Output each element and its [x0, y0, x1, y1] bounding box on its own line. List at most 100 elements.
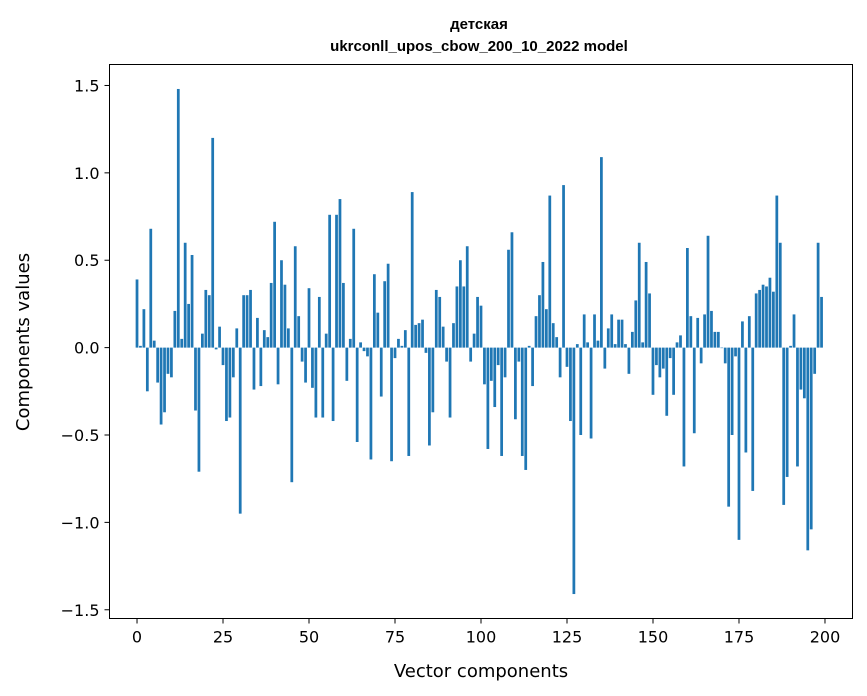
bar-155	[668, 347, 672, 359]
bar-112	[520, 347, 524, 456]
bar-82	[417, 323, 421, 348]
bar-156	[672, 347, 675, 395]
bar-116	[534, 316, 538, 348]
bar-161	[689, 316, 693, 348]
bar-114	[527, 345, 531, 348]
bar-23	[214, 347, 218, 350]
bar-46	[293, 246, 297, 348]
bar-176	[741, 321, 744, 348]
bar-43	[283, 284, 287, 348]
bar-152	[658, 347, 662, 378]
bar-70	[376, 312, 380, 348]
y-tick-label: 1.0	[74, 164, 99, 183]
bar-95	[462, 286, 466, 348]
bar-188	[782, 347, 786, 505]
bar-190	[789, 345, 792, 348]
bar-36	[259, 347, 263, 387]
x-axis-label: Vector components	[394, 661, 568, 682]
bar-79	[407, 347, 411, 456]
bar-164	[699, 347, 703, 364]
bar-178	[747, 316, 751, 348]
bar-106	[500, 347, 504, 456]
bar-53	[317, 296, 321, 348]
bar-98	[472, 333, 476, 348]
bar-40	[273, 221, 276, 348]
bar-171	[723, 347, 727, 364]
bar-68	[369, 347, 373, 460]
bar-26	[225, 347, 228, 422]
bar-71	[379, 347, 383, 397]
y-axis-ticks: −1.5 −1.0 −0.5 0.0 0.5 1.0 1.5	[61, 76, 110, 620]
bar-189	[785, 347, 789, 477]
bar-38	[266, 337, 270, 348]
bar-185	[772, 291, 775, 348]
bar-187	[778, 242, 782, 348]
bar-4	[149, 228, 153, 348]
bar-20	[204, 289, 208, 348]
y-tick-label: 0.0	[74, 339, 99, 358]
bar-16	[190, 254, 194, 348]
bar-77	[400, 345, 404, 348]
bar-96	[465, 246, 469, 348]
x-axis-ticks: 0 25 50 75 100 125 150 175 200	[132, 618, 840, 647]
bar-76	[397, 338, 400, 348]
bar-66	[362, 347, 366, 352]
bar-84	[424, 347, 428, 353]
bar-146	[637, 242, 641, 348]
bar-56	[328, 214, 332, 348]
bar-14	[183, 242, 187, 348]
bar-75	[393, 347, 397, 359]
bar-165	[703, 314, 706, 348]
bar-121	[551, 323, 555, 348]
bar-45	[290, 347, 294, 483]
bar-27	[228, 347, 232, 418]
bar-92	[452, 323, 455, 348]
bar-100	[479, 305, 483, 348]
bar-89	[441, 326, 445, 348]
bar-64	[355, 347, 359, 442]
bar-47	[297, 316, 301, 348]
bar-148	[644, 261, 648, 348]
bar-150	[651, 347, 655, 395]
bar-61	[345, 347, 349, 381]
bar-57	[331, 347, 335, 422]
bar-81	[414, 324, 418, 348]
bar-175	[737, 347, 741, 540]
bar-131	[586, 342, 590, 348]
bar-41	[276, 347, 280, 385]
bar-142	[624, 344, 627, 348]
bar-44	[286, 328, 290, 348]
bar-135	[600, 157, 603, 348]
bar-127	[572, 347, 576, 595]
bar-83	[421, 319, 424, 348]
bar-118	[541, 261, 545, 348]
bar-198	[816, 242, 820, 348]
bar-33	[249, 289, 252, 348]
bar-10	[170, 347, 173, 378]
bar-120	[548, 195, 552, 348]
bar-80	[410, 192, 414, 348]
chart-title-line-2: ukrconll_upos_cbow_200_10_2022 model	[330, 38, 628, 55]
bar-3	[145, 347, 149, 392]
bar-119	[544, 309, 548, 348]
x-tick-label: 175	[724, 628, 755, 647]
bar-37	[262, 330, 266, 348]
bar-193	[799, 347, 803, 390]
bar-69	[372, 274, 376, 348]
x-tick-label: 100	[466, 628, 497, 647]
bar-2	[142, 309, 146, 348]
bar-17	[194, 347, 197, 411]
y-tick-label: 0.5	[74, 251, 99, 270]
bar-132	[589, 347, 593, 439]
bar-166	[706, 235, 710, 348]
bar-55	[324, 333, 328, 348]
bar-25	[221, 347, 225, 366]
bar-158	[679, 335, 682, 348]
bar-50	[307, 288, 311, 348]
bar-51	[311, 347, 314, 388]
bar-32	[245, 295, 249, 348]
bar-0	[135, 279, 139, 348]
bar-180	[754, 293, 758, 348]
bar-197	[813, 347, 817, 374]
